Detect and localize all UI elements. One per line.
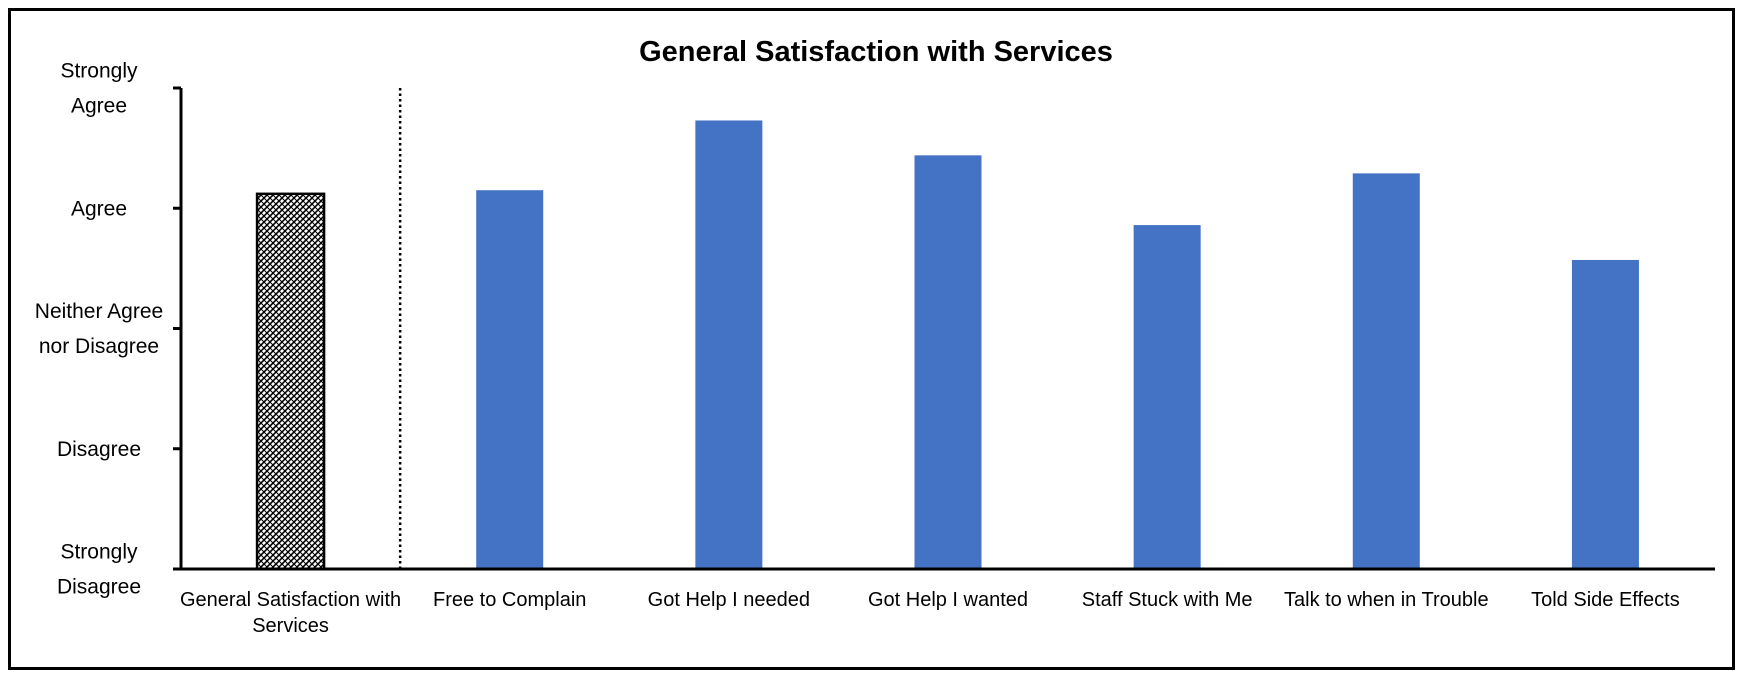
x-tick-label-6: Told Side Effects [1531,589,1680,611]
bar-2 [695,120,763,569]
bar-0 [255,192,326,571]
y-tick-label-4: Strongly Agree [60,60,138,118]
x-tick-label-0: General Satisfaction with Services [180,589,401,637]
x-tick-label-1: Free to Complain [433,589,586,611]
bar-5 [1352,173,1420,569]
y-tick-label-0: Strongly Disagree [57,541,141,599]
y-tick-label-3: Agree [71,197,127,220]
y-tick-label-2: Neither Agree nor Disagree [35,300,163,358]
chart-title: General Satisfaction with Services [639,36,1113,68]
x-tick-label-5: Talk to when in Trouble [1284,589,1489,611]
y-tick-label-1: Disagree [57,438,141,461]
x-tick-label-3: Got Help I wanted [868,589,1028,611]
x-tick-label-2: Got Help I needed [648,589,810,611]
bar-1 [476,190,544,569]
bar-3 [914,155,982,569]
bar-4 [1133,225,1201,569]
x-tick-label-4: Staff Stuck with Me [1082,589,1253,611]
bar-6 [1571,259,1639,569]
